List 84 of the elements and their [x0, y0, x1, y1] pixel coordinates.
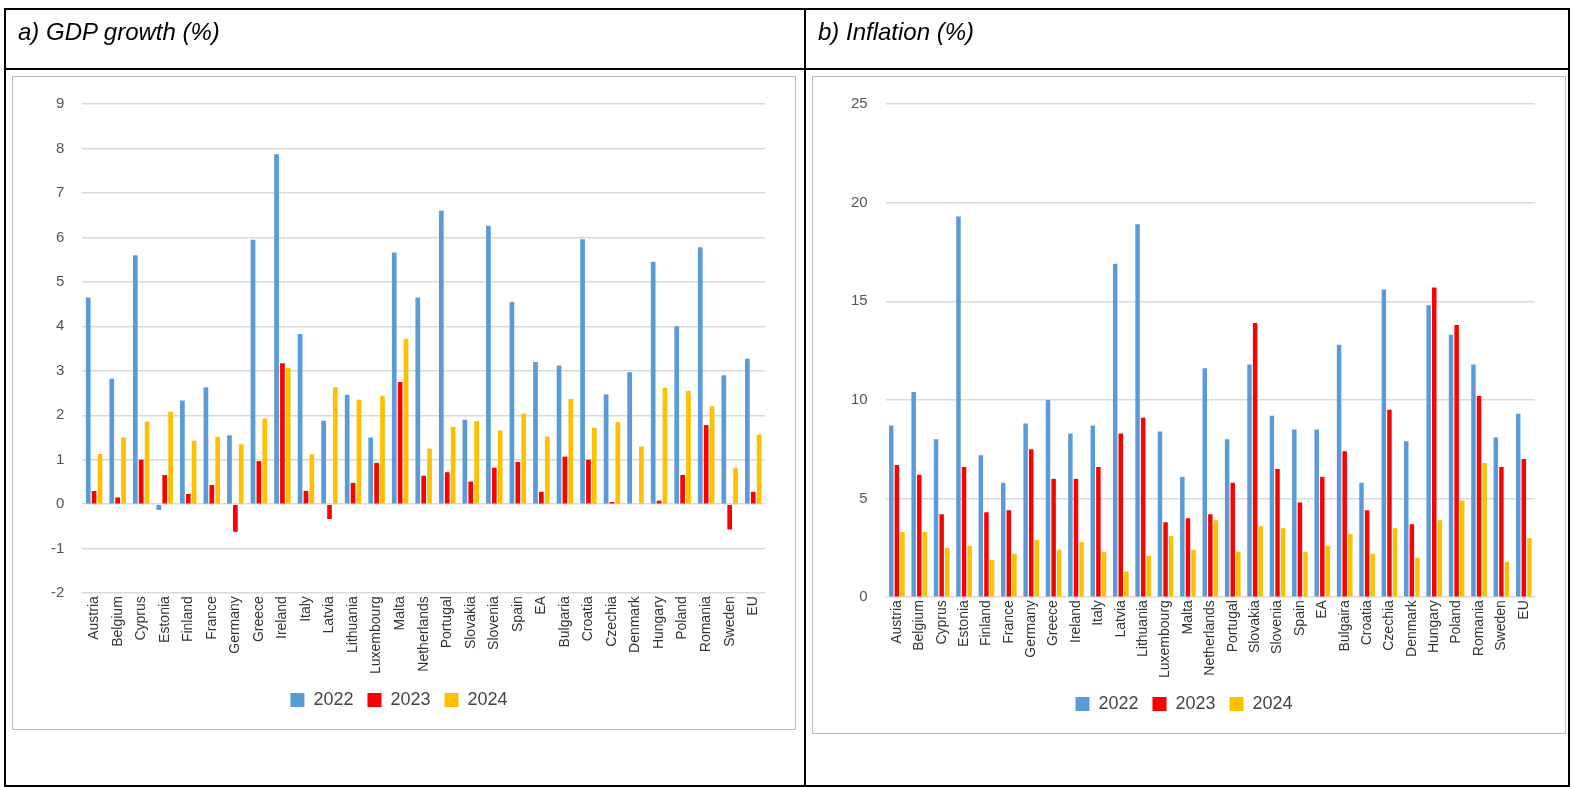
x-tick-label: Bulgaira [1335, 599, 1352, 652]
x-tick-label: Poland [1447, 600, 1464, 644]
y-tick-label: 15 [851, 291, 868, 309]
y-tick-label: 8 [55, 138, 65, 156]
x-tick-label: Czechia [1380, 599, 1397, 651]
x-tick-label: EU [1514, 600, 1531, 620]
x-tick-label: Portugal [1223, 600, 1240, 653]
y-tick-label: 5 [859, 488, 868, 506]
x-tick-label: Croatia [1357, 599, 1374, 646]
x-tick-label: Malta [1178, 599, 1195, 635]
x-tick-label: EA [532, 595, 549, 615]
y-tick-label: 10 [851, 390, 868, 408]
y-tick-label: 20 [851, 192, 868, 210]
y-tick-label: 3 [55, 360, 65, 378]
x-tick-label: Czechia [602, 595, 619, 647]
x-tick-label: Belgium [108, 596, 125, 647]
x-tick-label: Estonia [155, 595, 172, 643]
x-tick-label: France [999, 599, 1016, 644]
y-tick-label: 1 [55, 449, 65, 467]
legend-label: 2024 [467, 688, 508, 709]
x-tick-label: Portugal [438, 596, 455, 649]
x-tick-label: Lithuania [1134, 599, 1151, 657]
x-tick-label: Belgium [910, 600, 927, 651]
x-tick-label: Netherlands [414, 596, 431, 672]
x-tick-label: Slovakia [1245, 599, 1262, 654]
x-tick-label: Malta [390, 595, 407, 631]
x-tick-label: Greece [249, 595, 266, 643]
legend-label: 2022 [1098, 692, 1139, 713]
x-tick-label: Lithuania [343, 595, 360, 653]
x-tick-label: Austria [84, 595, 101, 640]
x-tick-label: Hungary [649, 596, 666, 650]
x-tick-label: Spain [508, 596, 525, 632]
x-tick-label: Romania [1469, 599, 1486, 657]
x-tick-label: Finland [977, 600, 994, 647]
y-tick-label: 6 [55, 227, 65, 245]
x-tick-label: Slovenia [1268, 599, 1285, 654]
x-tick-label: Ireland [273, 596, 290, 639]
x-tick-label: Finland [179, 596, 196, 643]
y-tick-label: 25 [851, 94, 868, 112]
x-tick-label: Croatia [579, 595, 596, 642]
x-tick-label: Denmark [1402, 599, 1419, 657]
x-tick-label: Sweden [1492, 600, 1509, 651]
x-tick-label: France [202, 595, 219, 640]
legend-label: 2022 [313, 688, 354, 709]
y-tick-label: 0 [859, 587, 868, 605]
x-tick-label: Latvia [320, 595, 337, 634]
y-tick-label: -2 [50, 583, 65, 601]
y-tick-label: 7 [55, 183, 65, 201]
x-tick-label: Ireland [1066, 600, 1083, 643]
x-tick-label: Cyprus [932, 600, 949, 645]
x-tick-label: Luxembourg [1156, 600, 1173, 678]
x-tick-label: Cyprus [132, 596, 149, 641]
x-tick-label: Germany [226, 596, 243, 654]
y-tick-label: -1 [50, 538, 65, 556]
x-tick-label: Latvia [1111, 599, 1128, 638]
x-tick-label: Luxembourg [367, 596, 384, 674]
chart-title: b) Inflation (%) [806, 10, 1568, 70]
x-tick-label: Slovakia [461, 595, 478, 650]
x-tick-label: Slovenia [485, 595, 502, 650]
x-tick-label: Hungary [1425, 600, 1442, 654]
x-tick-label: Germany [1022, 600, 1039, 658]
x-tick-label: Austria [887, 599, 904, 644]
x-tick-label: EA [1313, 599, 1330, 619]
y-tick-label: 9 [55, 94, 65, 112]
chart-title: a) GDP growth (%) [6, 10, 804, 70]
x-tick-label: Italy [296, 596, 313, 622]
legend-label: 2023 [390, 688, 431, 709]
y-tick-label: 4 [55, 316, 65, 334]
y-tick-label: 2 [55, 405, 65, 423]
x-tick-label: Sweden [720, 596, 737, 647]
x-tick-label: Romania [697, 595, 714, 653]
x-tick-label: EU [744, 596, 761, 616]
x-tick-label: Greece [1044, 599, 1061, 647]
x-tick-label: Spain [1290, 600, 1307, 636]
x-tick-label: Italy [1089, 600, 1106, 626]
x-tick-label: Denmark [626, 595, 643, 653]
y-tick-label: 5 [55, 272, 65, 290]
x-tick-label: Bulgaria [555, 595, 572, 648]
x-tick-label: Poland [673, 596, 690, 640]
x-tick-label: Estonia [954, 599, 971, 647]
y-tick-label: 0 [55, 494, 65, 512]
x-tick-label: Netherlands [1201, 600, 1218, 676]
legend-label: 2023 [1175, 692, 1216, 713]
legend-label: 2024 [1252, 692, 1293, 713]
